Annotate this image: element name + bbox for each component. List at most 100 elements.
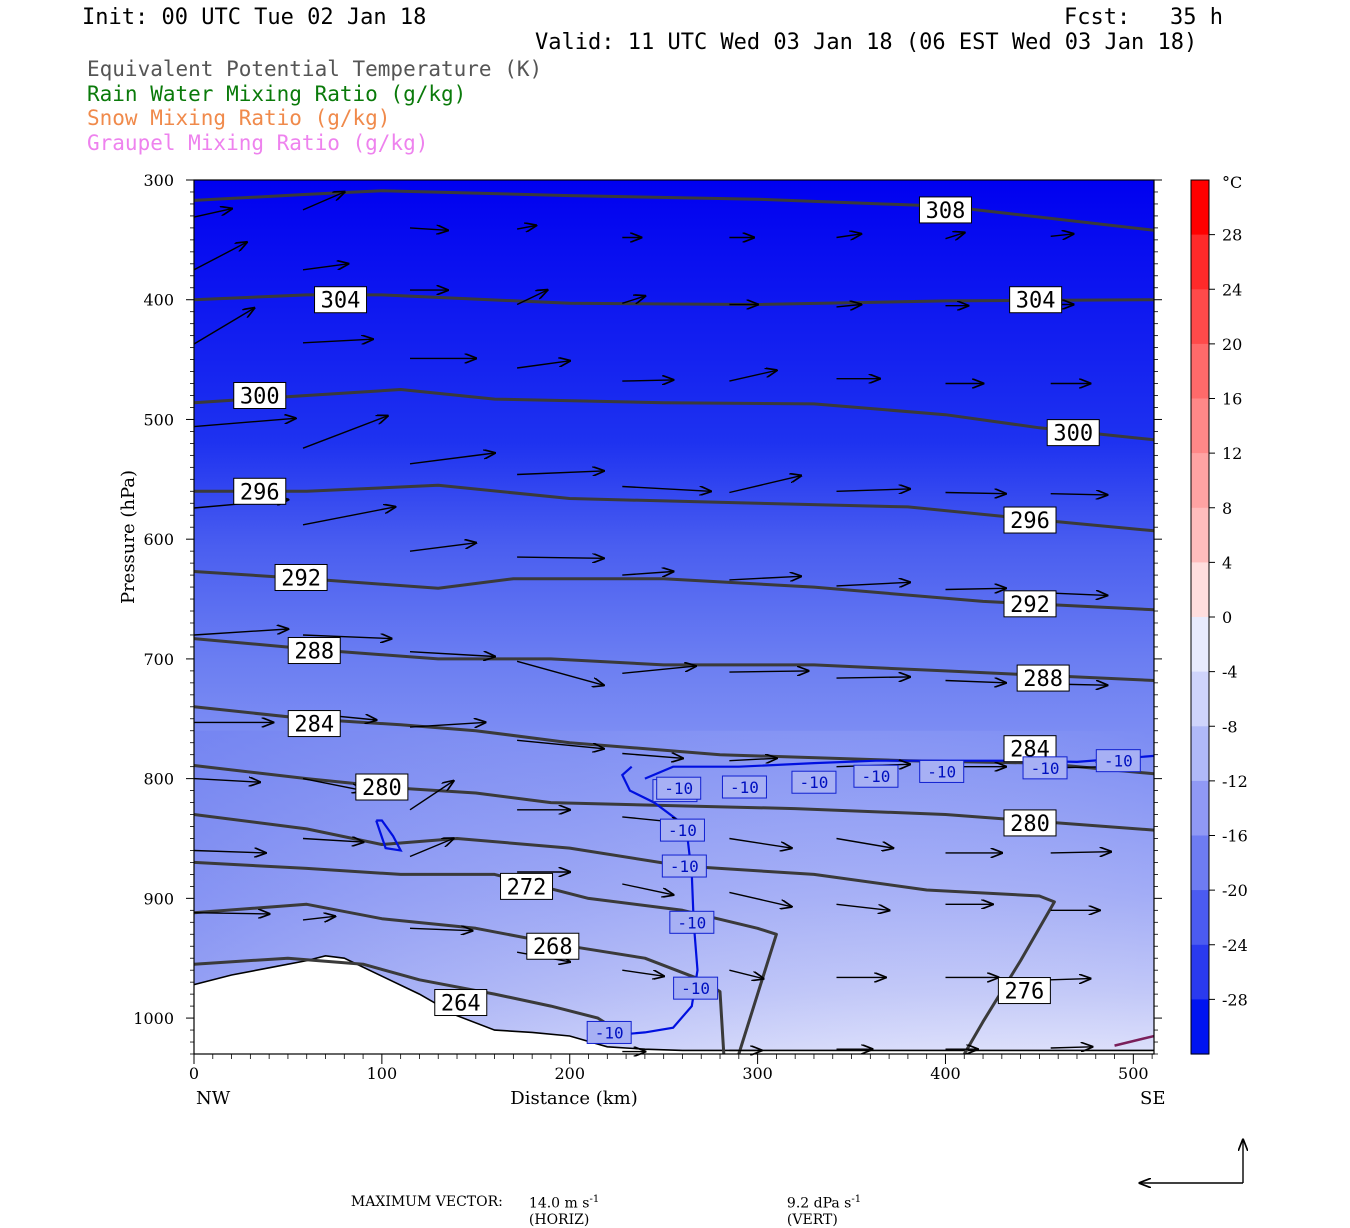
theta-e-label-box [287, 710, 341, 738]
theta-e-label: 308 [926, 199, 966, 224]
wind-vector [836, 489, 910, 491]
colorbar-band [1191, 890, 1209, 946]
colorbar-tick-label: -24 [1222, 936, 1248, 955]
wind-vector [729, 969, 763, 978]
isotherm-label: -10 [927, 762, 956, 781]
isotherm-label-box [721, 775, 767, 799]
wind-vector [622, 883, 673, 895]
wind-vector [409, 228, 448, 230]
wind-vector [1050, 979, 1090, 980]
theta-e-label: 272 [507, 875, 547, 900]
wind-vector [409, 839, 453, 858]
terrain-fill [194, 955, 1154, 1054]
vert-value: 9.2 dPa s [786, 1195, 852, 1212]
horiz-unit: (HORIZ) [528, 1211, 590, 1228]
theta-e-label: 300 [1053, 422, 1093, 447]
wind-vector [1050, 494, 1107, 495]
init-time: Init: 00 UTC Tue 02 Jan 18 [82, 5, 427, 30]
x-end-label-se: SE [1140, 1088, 1165, 1109]
rain-water-contour [1114, 1034, 1155, 1047]
wind-vector [729, 891, 791, 906]
forecast-hour: Fcst: 35 h [1064, 5, 1223, 30]
wind-vector [193, 418, 295, 428]
theta-e-label-box [355, 773, 409, 801]
theta-e-label-box [1046, 419, 1100, 447]
y-tick-label: 1000 [133, 1009, 174, 1028]
wind-vector [193, 779, 260, 783]
theta-e-contour-272 [193, 860, 778, 1055]
isotherm-label-box [919, 759, 965, 783]
colorbar-band [1191, 343, 1209, 400]
wind-vector [302, 192, 344, 211]
theta-e-label: 276 [1004, 980, 1044, 1005]
colorbar-band [1191, 617, 1209, 673]
isotherm-label: -10 [595, 1023, 624, 1042]
colorbar-band [1191, 835, 1209, 891]
x-tick-label: 300 [742, 1064, 773, 1083]
isotherm-label-box [791, 770, 837, 794]
theta-e-contour-276 [193, 813, 1056, 1055]
x-tick-label: 0 [189, 1064, 199, 1083]
colorbar: °C 28 24 20 16 12 8 4 0 -4 -8 -12 -16 -20 -24 -28 [1190, 173, 1248, 1055]
theta-e-label-box [918, 196, 972, 224]
theta-e-label-box [1003, 809, 1057, 837]
wind-vector [622, 380, 673, 381]
theta-e-label: 288 [294, 640, 334, 665]
wind-vector [302, 839, 363, 843]
wind-vector [729, 837, 791, 849]
wind-vector [729, 370, 776, 382]
vert-unit: (VERT) [786, 1211, 838, 1228]
wind-vector [302, 635, 391, 639]
theta-e-label: 280 [1010, 812, 1050, 837]
legend-graupel: Graupel Mixing Ratio (g/kg) [87, 131, 429, 155]
footer-vert: 9.2 dPa s-1 (VERT) [778, 1178, 861, 1228]
wind-vector [945, 681, 1006, 683]
colorbar-tick-label: 0 [1222, 608, 1232, 627]
theta-e-label-box [233, 477, 287, 505]
wind-vector [622, 969, 663, 976]
colorbar-unit: °C [1222, 173, 1242, 192]
theta-e-label: 292 [1010, 593, 1050, 618]
wind-vector [409, 543, 476, 552]
plot-frame [193, 179, 1155, 1055]
theta-e-label-box [1003, 506, 1057, 534]
isotherm-label-box [1095, 749, 1141, 773]
wind-vector [836, 677, 910, 678]
theta-e-contour-300 [193, 388, 1155, 442]
legend-rain-water: Rain Water Mixing Ratio (g/kg) [87, 82, 467, 106]
colorbar-tick-label: 12 [1222, 444, 1242, 463]
theta-e-label: 284 [294, 713, 334, 738]
theta-e-contour-292 [193, 570, 1155, 612]
y-tick-label: 500 [143, 410, 174, 429]
colorbar-tick-label: -16 [1222, 827, 1248, 846]
colorbar-tick-label: -28 [1222, 990, 1248, 1009]
isotherm-label: -10 [677, 913, 706, 932]
wind-vector [409, 928, 472, 930]
y-tick-label: 600 [143, 530, 174, 549]
isotherm-label: -10 [730, 778, 759, 797]
theta-e-label: 268 [533, 935, 573, 960]
colorbar-band [1191, 671, 1209, 727]
wind-vector [409, 722, 485, 727]
wind-vector [193, 242, 247, 271]
x-tick-label: 400 [930, 1064, 961, 1083]
wind-vector [945, 233, 965, 239]
x-tick-label: 500 [1118, 1064, 1149, 1083]
wind-vector [302, 916, 335, 920]
theta-e-label-box [1016, 664, 1070, 692]
wind-vector [836, 234, 861, 238]
isotherm-label: -10 [862, 767, 891, 786]
isotherm-label: -10 [1104, 752, 1133, 771]
y-tick-label: 700 [143, 650, 174, 669]
isotherm-label-box [853, 764, 899, 788]
colorbar-band [1191, 944, 1209, 1000]
wind-vector [622, 666, 695, 674]
theta-e-label-box [287, 637, 341, 665]
wind-vector [729, 476, 800, 494]
legend-theta-e: Equivalent Potential Temperature (K) [87, 57, 543, 81]
wind-vector [409, 781, 453, 811]
isotherm-label-box [586, 1020, 632, 1044]
colorbar-tick-label: 8 [1222, 499, 1232, 518]
colorbar-band [1191, 180, 1209, 236]
wind-vector [516, 290, 547, 306]
